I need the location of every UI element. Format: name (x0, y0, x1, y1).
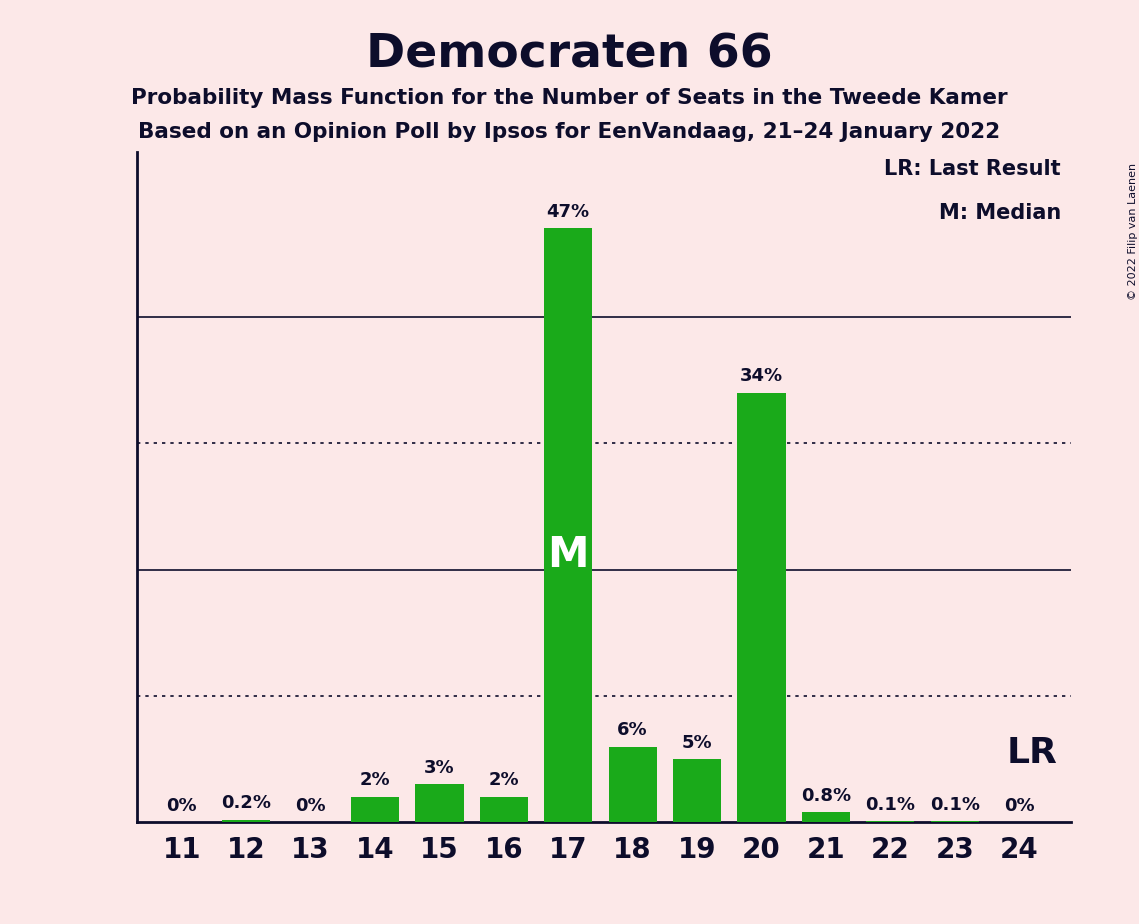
Text: 34%: 34% (740, 367, 782, 385)
Text: 0%: 0% (166, 796, 197, 815)
Bar (866, 821, 915, 822)
Text: 0.1%: 0.1% (929, 796, 980, 813)
Text: Based on an Opinion Poll by Ipsos for EenVandaag, 21–24 January 2022: Based on an Opinion Poll by Ipsos for Ee… (139, 122, 1000, 142)
Bar (608, 747, 657, 822)
Bar (416, 784, 464, 822)
Text: Probability Mass Function for the Number of Seats in the Tweede Kamer: Probability Mass Function for the Number… (131, 88, 1008, 108)
Bar (931, 821, 978, 822)
Text: 3%: 3% (424, 759, 454, 777)
Text: LR: Last Result: LR: Last Result (884, 159, 1062, 178)
Text: 0%: 0% (1003, 796, 1034, 815)
Text: 2%: 2% (489, 772, 519, 789)
Text: 47%: 47% (547, 202, 590, 221)
Text: 0.8%: 0.8% (801, 786, 851, 805)
Text: 0%: 0% (295, 796, 326, 815)
Text: M: M (548, 534, 589, 576)
Text: 0.2%: 0.2% (221, 795, 271, 812)
Bar (802, 812, 850, 822)
Bar (222, 820, 270, 822)
Bar (351, 797, 399, 822)
Text: 2%: 2% (360, 772, 391, 789)
Text: © 2022 Filip van Laenen: © 2022 Filip van Laenen (1129, 163, 1138, 299)
Text: 0.1%: 0.1% (866, 796, 916, 813)
Text: LR: LR (1007, 736, 1058, 770)
Bar (480, 797, 528, 822)
Bar (737, 393, 786, 822)
Text: 6%: 6% (617, 721, 648, 739)
Bar (673, 760, 721, 822)
Bar (544, 228, 592, 822)
Text: 5%: 5% (682, 734, 712, 751)
Text: Democraten 66: Democraten 66 (366, 32, 773, 78)
Text: M: Median: M: Median (939, 203, 1062, 223)
